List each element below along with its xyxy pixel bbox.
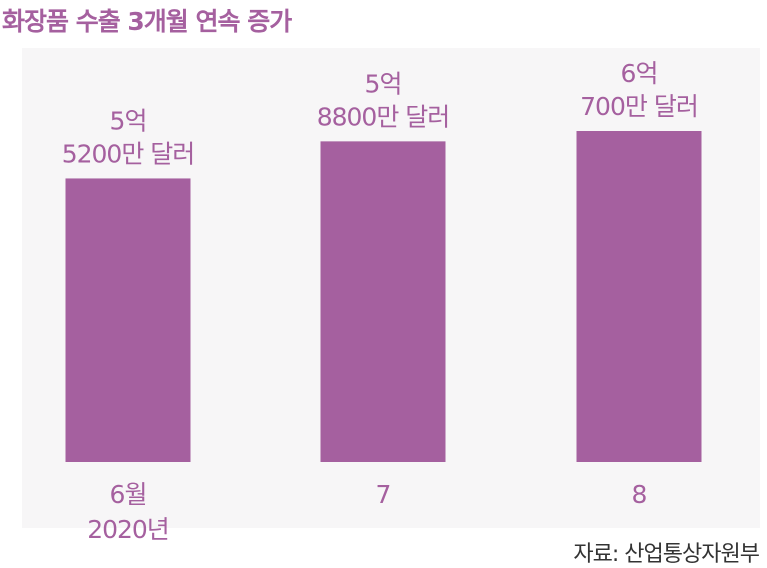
category-label-1: 6월 [110,480,147,509]
data-label-2-line-1: 5억 [365,69,402,98]
data-label-3-line-1: 6억 [621,59,658,88]
chart-title: 화장품 수출 3개월 연속 증가 [2,7,292,36]
data-label-3-line-2: 700만 달러 [580,92,698,121]
category-label-2: 7 [376,480,391,509]
category-sublabel-1: 2020년 [87,515,169,544]
data-label-1-line-1: 5억 [110,106,147,135]
bar-1 [65,178,191,462]
category-label-3: 8 [632,480,647,509]
bar-3 [576,131,702,462]
data-label-1-line-2: 5200만 달러 [62,139,195,168]
source-note: 자료: 산업통상자원부 [573,542,760,567]
data-label-2-line-2: 8800만 달러 [317,102,450,131]
bar-2 [320,141,446,463]
